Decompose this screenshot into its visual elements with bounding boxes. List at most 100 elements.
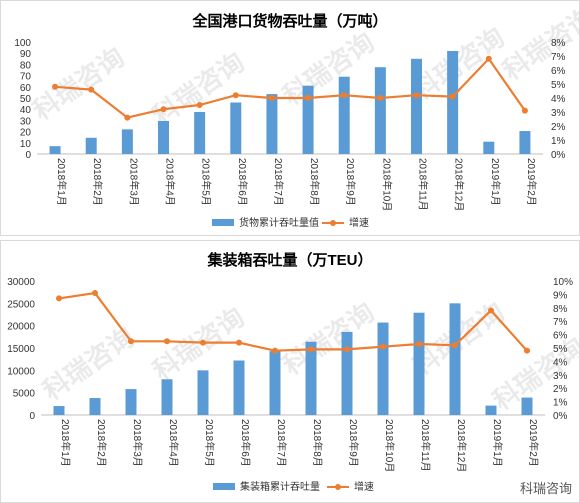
y-right-tick-label: 6% [553,331,568,342]
bar [49,146,61,154]
legend-bar-swatch [212,219,234,226]
y-left-tick-label: 50 [20,94,32,105]
bar [194,112,206,154]
growth-point [268,95,275,101]
bar [305,341,317,415]
y-left-tick-label: 60 [20,83,32,94]
y-right-tick-label: 1% [551,136,566,147]
growth-point [164,338,170,345]
y-left-tick-label: 20 [20,128,32,139]
y-left-tick-label: 30 [20,116,32,127]
bar [519,131,531,154]
chart-title: 全国港口货物吞吐量（万吨） [192,13,388,30]
brand-watermark-text: 科瑞咨询 [27,42,129,126]
growth-point [341,92,348,99]
bar [341,331,353,415]
chart-title: 集装箱吞吐量（万TEU） [207,252,373,269]
x-tick-label: 2018年10月 [383,419,396,472]
y-right-tick-label: 2% [551,122,566,133]
cargo-chart-panel: 全国港口货物吞吐量（万吨） 科瑞咨询 科瑞咨询 科瑞咨询 科瑞咨询 科瑞咨询 0 10 20 3… [0,0,580,236]
growth-point [377,95,384,101]
y-left-tick-label: 0 [29,411,35,422]
y-left-tick-label: 25000 [7,299,35,310]
x-tick-label: 2018年4月 [167,419,180,467]
legend-line-label: 增速 [354,480,374,493]
legend-bar-swatch [213,483,235,490]
y-left-tick-label: 10000 [7,366,35,377]
bar [85,137,97,154]
y-left-tick-label: 30000 [7,277,35,288]
y-right-tick-label: 10% [553,277,573,288]
growth-point [160,106,167,113]
y-left-tick-label: 40 [20,105,32,116]
x-tick-label: 2018年8月 [308,158,321,206]
y-right-tick-label: 8% [553,304,568,315]
bar [302,85,314,154]
x-tick-label: 2019年2月 [525,158,538,206]
brand-watermark-text: 科瑞咨询 [37,322,139,406]
y-right-tick-label: 5% [551,80,566,91]
y-right-tick-label: 2% [553,384,568,395]
growth-point [413,92,420,99]
bar [483,141,495,154]
x-tick-label: 2018年2月 [91,158,104,206]
x-tick-label: 2018年2月 [95,419,108,467]
bar [447,50,459,154]
bar [125,389,137,415]
bar [449,303,461,415]
y-right-tick-label: 4% [551,94,566,105]
growth-point [272,347,278,354]
y-left-tick-label: 80 [20,60,32,71]
bar [197,370,209,415]
growth-point [308,346,314,353]
y-right-tick-label: 7% [553,317,568,328]
bar [53,406,65,415]
growth-point [488,307,494,314]
x-tick-label: 2018年6月 [239,419,252,467]
y-left-tick-label: 10 [20,139,32,150]
growth-point [56,295,62,302]
bar [411,58,422,154]
growth-point [92,290,98,297]
y-left-tick-label: 100 [14,38,31,49]
bar [121,129,133,154]
y-right-tick-label: 9% [553,290,568,301]
x-tick-label: 2018年10月 [380,158,393,211]
legend-bar-label: 货物累计吞吐量值 [239,216,319,229]
x-tick-label: 2019年1月 [489,158,502,206]
brand-watermark: 科瑞咨询 [37,322,139,406]
x-tick-label: 2019年2月 [527,419,540,467]
brand-watermark: 科瑞咨询 [407,22,509,106]
bar [377,322,389,415]
brand-watermark: 科瑞咨询 [27,42,129,126]
x-tick-label: 2018年7月 [275,419,288,467]
x-tick-label: 2018年4月 [164,158,177,206]
growth-point [52,83,59,90]
bar [269,351,281,415]
legend-line-label: 增速 [349,216,369,229]
x-tick-label: 2018年3月 [131,419,144,467]
legend-line-marker [335,484,341,490]
bar [158,120,169,154]
growth-point [416,340,422,347]
x-tick-label: 2018年7月 [272,158,285,206]
bar [230,102,242,154]
bar [266,94,278,154]
growth-point [449,93,456,100]
brand-watermark-text: 科瑞咨询 [277,297,379,381]
y-left-tick-label: 20000 [7,322,35,333]
bar [89,398,101,415]
growth-point [128,338,134,345]
brand-footer: 科瑞咨询 [519,482,572,497]
growth-point [305,95,312,101]
x-tick-label: 2019年1月 [491,419,504,467]
x-tick-label: 2018年3月 [127,158,140,206]
y-left-tick-label: 90 [20,49,32,60]
growth-point [88,86,95,93]
growth-line [54,57,526,119]
x-tick-label: 2018年5月 [203,419,216,467]
x-tick-label: 2018年1月 [55,158,68,206]
y-right-tick-label: 5% [553,344,568,355]
x-tick-label: 2018年8月 [311,419,324,467]
bar [521,397,533,415]
